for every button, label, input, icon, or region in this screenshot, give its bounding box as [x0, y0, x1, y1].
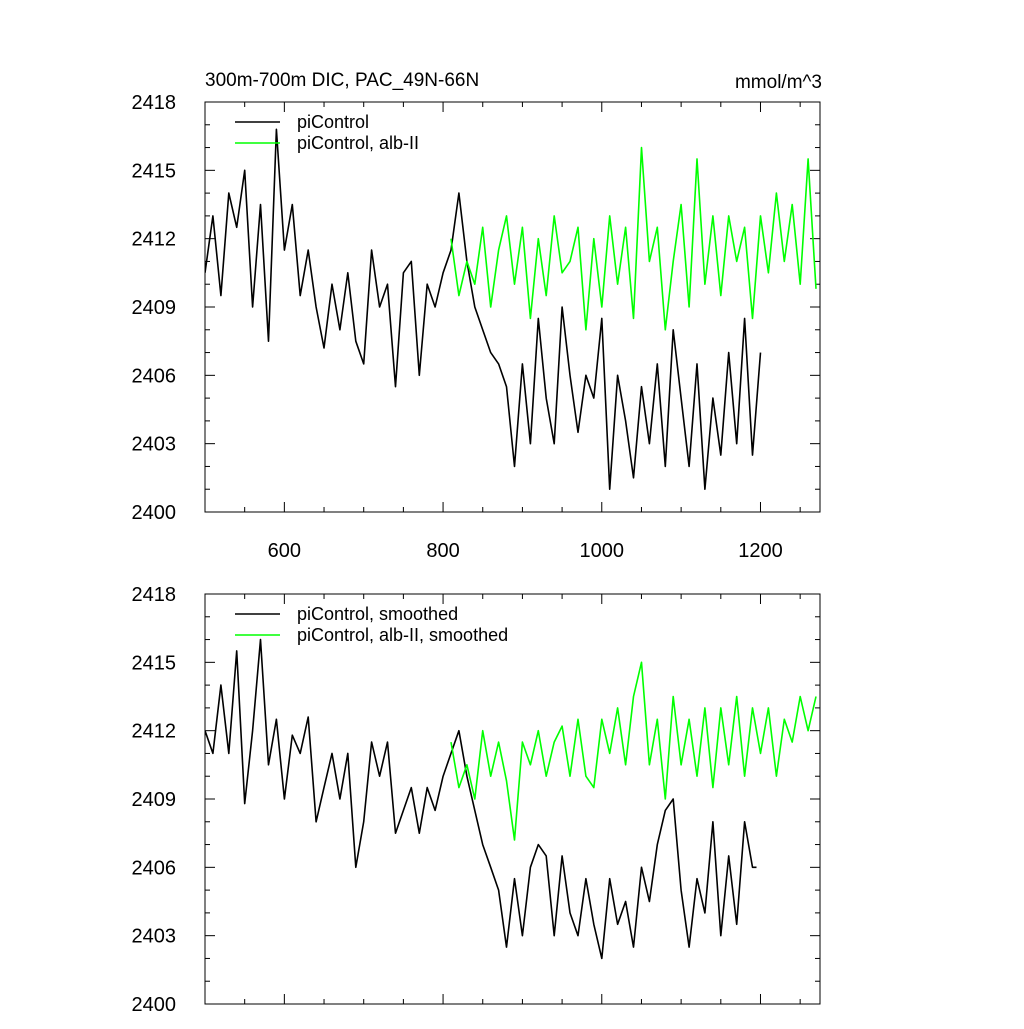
- chart-panel-2: 2400 2403 2406 2409 2412 2415 2418 piControl, s…: [132, 584, 821, 1016]
- y-tick-label: 2409: [132, 297, 177, 319]
- chart-units: mmol/m^3: [735, 72, 822, 93]
- series-line-2: [450, 661, 817, 841]
- x-tick-label: 1000: [580, 540, 625, 562]
- y-tick-label: 2403: [132, 926, 177, 948]
- y-tick-label: 2415: [132, 160, 177, 182]
- series-line-1: [205, 128, 762, 491]
- x-tick-label: 600: [268, 540, 301, 562]
- chart-title: 300m-700m DIC, PAC_49N-66N: [205, 70, 479, 91]
- legend-label: piControl, alb-II, smoothed: [297, 625, 508, 645]
- y-tick-label: 2418: [132, 92, 177, 114]
- legend-label: piControl, smoothed: [297, 604, 458, 624]
- y-tick-label: 2412: [132, 229, 177, 251]
- x-tick-label: 800: [426, 540, 459, 562]
- legend-label: piControl: [297, 112, 369, 132]
- y-tick-label: 2403: [132, 434, 177, 456]
- series-line-1: [205, 638, 757, 960]
- plot-frame: [204, 593, 821, 1005]
- y-tick-label: 2418: [132, 584, 177, 606]
- y-tick-label: 2412: [132, 721, 177, 743]
- y-tick-label: 2400: [132, 502, 177, 524]
- y-tick-label: 2406: [132, 365, 177, 387]
- y-tick-label: 2400: [132, 994, 177, 1016]
- y-tick-label: 2406: [132, 857, 177, 879]
- series-line-2: [450, 146, 817, 331]
- x-tick-label: 1200: [738, 540, 783, 562]
- y-tick-label: 2409: [132, 789, 177, 811]
- legend-label: piControl, alb-II: [297, 133, 419, 153]
- y-tick-label: 2415: [132, 652, 177, 674]
- chart-panel-1: 300m-700m DIC, PAC_49N-66N mmol/m^3 2400 24…: [132, 70, 823, 562]
